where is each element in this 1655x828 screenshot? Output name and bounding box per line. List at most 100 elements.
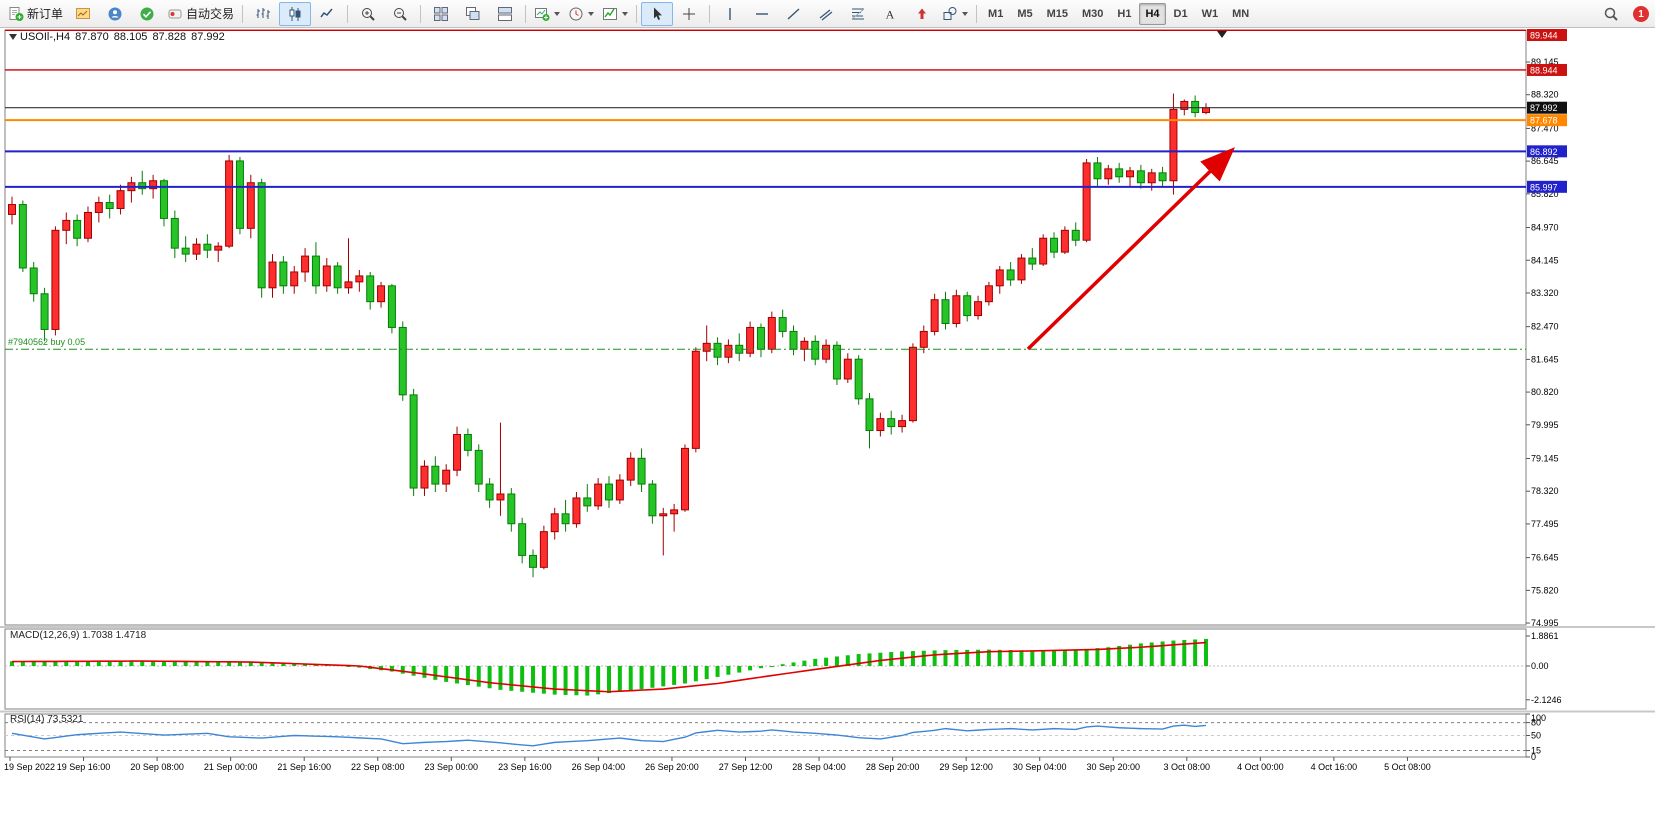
new-order-button[interactable]: 新订单 <box>4 2 67 26</box>
profiles-button[interactable] <box>564 2 598 26</box>
candlestick-series <box>8 93 1210 578</box>
candle <box>898 414 907 433</box>
candle <box>822 339 831 364</box>
candle <box>930 293 939 336</box>
community-button[interactable] <box>131 2 163 26</box>
candle <box>680 444 689 512</box>
timeframe-button-d1[interactable]: D1 <box>1173 7 1188 20</box>
candle <box>1071 222 1080 247</box>
candle <box>51 226 60 336</box>
candle <box>409 388 418 496</box>
candle <box>181 236 190 263</box>
horizontal-lines[interactable] <box>5 29 1526 188</box>
price-tag: 89.944 <box>1527 29 1567 41</box>
arrange-windows-button[interactable] <box>489 2 521 26</box>
rsi-levels <box>5 722 1526 752</box>
svg-text:4 Oct 00:00: 4 Oct 00:00 <box>1237 762 1284 772</box>
timeframe-button-m5[interactable]: M5 <box>1017 7 1033 20</box>
shapes-icon <box>942 6 958 22</box>
svg-text:87.678: 87.678 <box>1530 116 1558 126</box>
fibonacci-icon <box>850 6 866 22</box>
profile-icon <box>107 6 123 22</box>
svg-text:81.645: 81.645 <box>1531 354 1559 364</box>
zoom-out-button[interactable] <box>384 2 416 26</box>
candle <box>474 444 483 493</box>
panel-separators[interactable] <box>0 626 1655 713</box>
new-chart-button[interactable] <box>530 2 564 26</box>
candle <box>626 452 635 487</box>
notifications-badge[interactable]: 1 <box>1633 6 1649 22</box>
timeframe-button-m15[interactable]: M15 <box>1046 7 1068 20</box>
rsi-line <box>11 724 1207 747</box>
vertical-line-button[interactable] <box>714 2 746 26</box>
svg-text:89.145: 89.145 <box>1531 57 1559 67</box>
svg-text:77.495: 77.495 <box>1531 519 1559 529</box>
candle <box>170 210 179 259</box>
candle <box>203 234 212 259</box>
timeframe-button-h1[interactable]: H1 <box>1117 7 1132 20</box>
timeframe-button-h4[interactable]: H4 <box>1139 2 1166 25</box>
svg-text:21 Sep 00:00: 21 Sep 00:00 <box>204 762 258 772</box>
horizontal-line-button[interactable] <box>746 2 778 26</box>
trend-arrow[interactable] <box>1026 147 1236 351</box>
autotrading-button[interactable]: 自动交易 <box>163 2 238 26</box>
autotrading-icon <box>167 6 183 22</box>
channel-icon <box>818 6 834 22</box>
new-order-icon <box>8 6 24 22</box>
macd-signal-value: 1.4718 <box>115 630 147 641</box>
cascade-windows-button[interactable] <box>457 2 489 26</box>
line-chart-icon <box>319 6 335 22</box>
candle <box>225 154 234 249</box>
text-button[interactable]: A <box>874 2 906 26</box>
timeframe-button-w1[interactable]: W1 <box>1201 7 1219 20</box>
clock-icon <box>568 6 584 22</box>
charts-button[interactable] <box>67 2 99 26</box>
candle <box>420 460 429 496</box>
candle <box>1017 254 1026 284</box>
price-axis[interactable]: 89.145 88.320 87.470 86.645 85.820 84.970 84.1… <box>1526 57 1559 628</box>
line-chart-button[interactable] <box>311 2 343 26</box>
search-button[interactable] <box>1595 2 1627 26</box>
candle-chart-button[interactable] <box>279 1 312 26</box>
candle <box>73 214 82 247</box>
fibonacci-button[interactable] <box>842 2 874 26</box>
candle <box>963 291 972 322</box>
svg-text:4 Oct 16:00: 4 Oct 16:00 <box>1311 762 1358 772</box>
candle <box>561 499 570 532</box>
zoom-in-button[interactable] <box>352 2 384 26</box>
trendline-button[interactable] <box>778 2 810 26</box>
toolbar-right: 1 <box>1595 0 1649 28</box>
candle <box>843 353 852 383</box>
channel-button[interactable] <box>810 2 842 26</box>
one-click-trading-toggle[interactable] <box>9 34 17 40</box>
candle <box>235 156 244 235</box>
candle <box>322 258 331 292</box>
bar-chart-button[interactable] <box>247 2 279 26</box>
candle <box>83 206 92 243</box>
timeframe-button-mn[interactable]: MN <box>1232 7 1250 20</box>
profile-button[interactable] <box>99 2 131 26</box>
time-axis[interactable]: 19 Sep 2022 19 Sep 16:00 20 Sep 08:00 21 Se… <box>4 757 1431 772</box>
tile-windows-button[interactable] <box>425 2 457 26</box>
panel-frames <box>4 29 1527 758</box>
timeframe-button-m30[interactable]: M30 <box>1082 7 1104 20</box>
candle <box>1191 95 1200 118</box>
candle <box>648 480 657 524</box>
svg-text:19 Sep 16:00: 19 Sep 16:00 <box>57 762 111 772</box>
arrows-button[interactable] <box>906 2 938 26</box>
crosshair-button[interactable] <box>673 2 705 26</box>
candle <box>1006 262 1015 286</box>
dropdown-caret-icon <box>588 11 595 16</box>
chart-shift-marker[interactable] <box>1217 31 1227 38</box>
timeframe-button-m1[interactable]: M1 <box>988 7 1004 20</box>
macd-axis[interactable]: 1.8861 0.00 -2.1246 <box>1526 631 1562 705</box>
cursor-button[interactable] <box>641 1 674 26</box>
svg-text:83.320: 83.320 <box>1531 288 1559 298</box>
candle <box>62 212 71 245</box>
svg-text:29 Sep 12:00: 29 Sep 12:00 <box>939 762 993 772</box>
indicators-button[interactable] <box>598 2 632 26</box>
shapes-button[interactable] <box>938 2 972 26</box>
